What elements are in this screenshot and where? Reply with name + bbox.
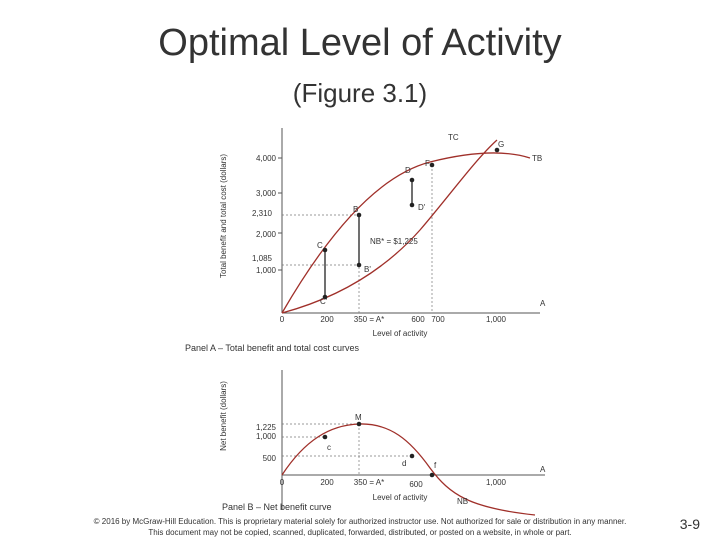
tc-curve [281, 139, 498, 314]
point-c [322, 247, 328, 253]
label-d: D [405, 166, 411, 175]
panel-a-xlabel: Level of activity [373, 329, 428, 338]
slide-number: 3-9 [679, 516, 700, 532]
point-m [356, 421, 362, 427]
label-g: G [498, 140, 504, 149]
panel-a-title: Panel A – Total benefit and total cost c… [185, 343, 359, 353]
point-d-lower [409, 453, 415, 459]
label-f: F [425, 159, 430, 168]
label-a-panel-a: A [540, 299, 546, 308]
footer-line-2: This document may not be copied, scanned… [148, 528, 572, 537]
panel-a-ytick: 1,085 [252, 254, 273, 263]
point-d-prime [409, 202, 415, 208]
nb-curve-label: NB [457, 497, 468, 506]
panel-b-ytick: 1,225 [256, 423, 277, 432]
point-f [429, 162, 435, 168]
panel-a-ytick: 4,000 [256, 154, 277, 163]
panel-b-ylabel: Net benefit (dollars) [219, 381, 228, 451]
panel-b-ytick: 1,000 [256, 432, 277, 441]
label-d-lower: d [402, 459, 406, 468]
point-d [409, 177, 415, 183]
panel-a-xtick: 700 [431, 315, 445, 324]
panel-b-xtick: 350 = A* [354, 478, 384, 487]
slide-subtitle: (Figure 3.1) [292, 78, 428, 108]
footer-line-1: © 2016 by McGraw-Hill Education. This is… [93, 517, 627, 526]
tb-curve [281, 152, 531, 314]
label-b: B [353, 205, 358, 214]
slide-title: Optimal Level of Activity [158, 22, 562, 64]
panel-a-ytick: 1,000 [256, 266, 277, 275]
panel-a-xtick: 600 [411, 315, 425, 324]
point-c-lower [322, 434, 328, 440]
label-m: M [355, 413, 362, 422]
nb-curve [281, 423, 536, 516]
point-b-prime [356, 262, 362, 268]
panel-b-title: Panel B – Net benefit curve [222, 502, 332, 512]
point-c-prime [322, 294, 328, 300]
copyright-footer: © 2016 by McGraw-Hill Education. This is… [60, 516, 660, 538]
label-c-lower: c [327, 443, 331, 452]
label-c-prime: C' [320, 297, 328, 306]
panel-a-ylabel: Total benefit and total cost (dollars) [219, 154, 228, 278]
label-d-prime: D' [418, 203, 426, 212]
point-f-lower [429, 472, 435, 478]
panel-b-xtick: 200 [320, 478, 334, 487]
panel-b-xtick: 1,000 [486, 478, 507, 487]
point-b [356, 212, 362, 218]
panel-b-xlabel: Level of activity [373, 493, 428, 502]
label-f-lower: f [434, 461, 437, 470]
panel-a-xtick: 350 = A* [354, 315, 384, 324]
panel-b-xtick: 600 [409, 480, 423, 489]
label-a-panel-b: A [540, 465, 546, 474]
optimal-activity-chart: Total benefit and total cost (dollars) 4… [185, 128, 546, 516]
panel-a-xtick: 0 [280, 315, 285, 324]
panel-a-xtick: 200 [320, 315, 334, 324]
panel-a-ytick: 3,000 [256, 189, 277, 198]
panel-b-ytick: 500 [263, 454, 277, 463]
tc-curve-label: TC [448, 133, 459, 142]
label-b-prime: B' [364, 265, 371, 274]
label-c: C [317, 241, 323, 250]
panel-b-xtick: 0 [280, 478, 285, 487]
panel-a-ytick: 2,310 [252, 209, 273, 218]
panel-a-ytick: 2,000 [256, 230, 277, 239]
panel-a-xtick: 1,000 [486, 315, 507, 324]
tb-curve-label: TB [532, 154, 542, 163]
nb-star-annotation: NB* = $1,225 [370, 237, 418, 246]
point-g [494, 147, 500, 153]
